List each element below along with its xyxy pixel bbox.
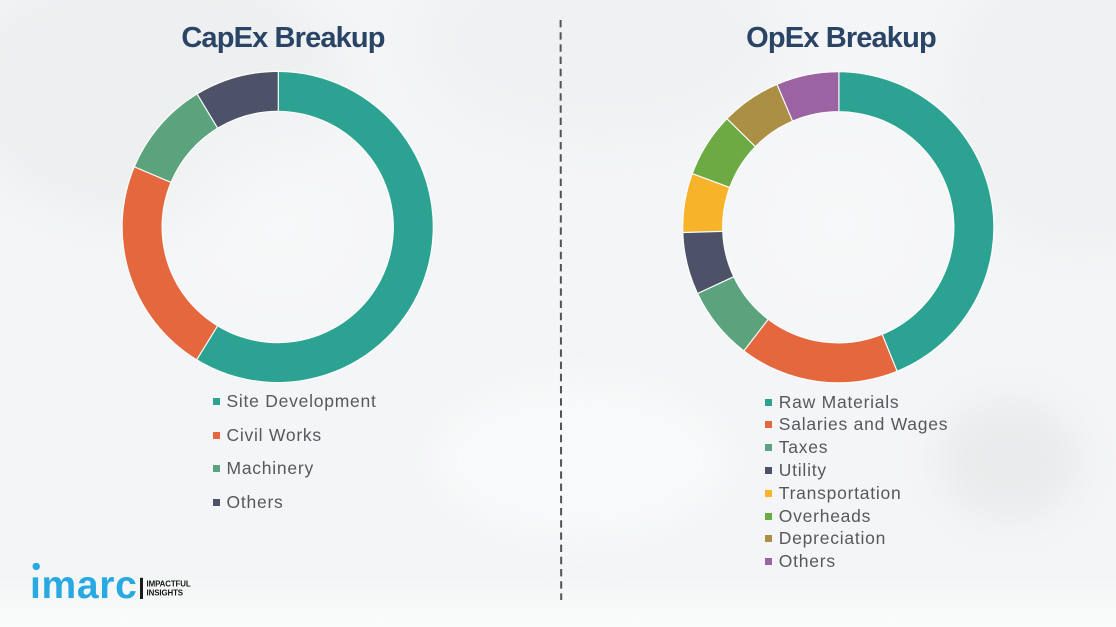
svg-text:INSIGHTS: INSIGHTS	[147, 588, 183, 597]
svg-text:ımarc: ımarc	[30, 564, 138, 607]
svg-text:IMPACTFUL: IMPACTFUL	[147, 580, 191, 589]
